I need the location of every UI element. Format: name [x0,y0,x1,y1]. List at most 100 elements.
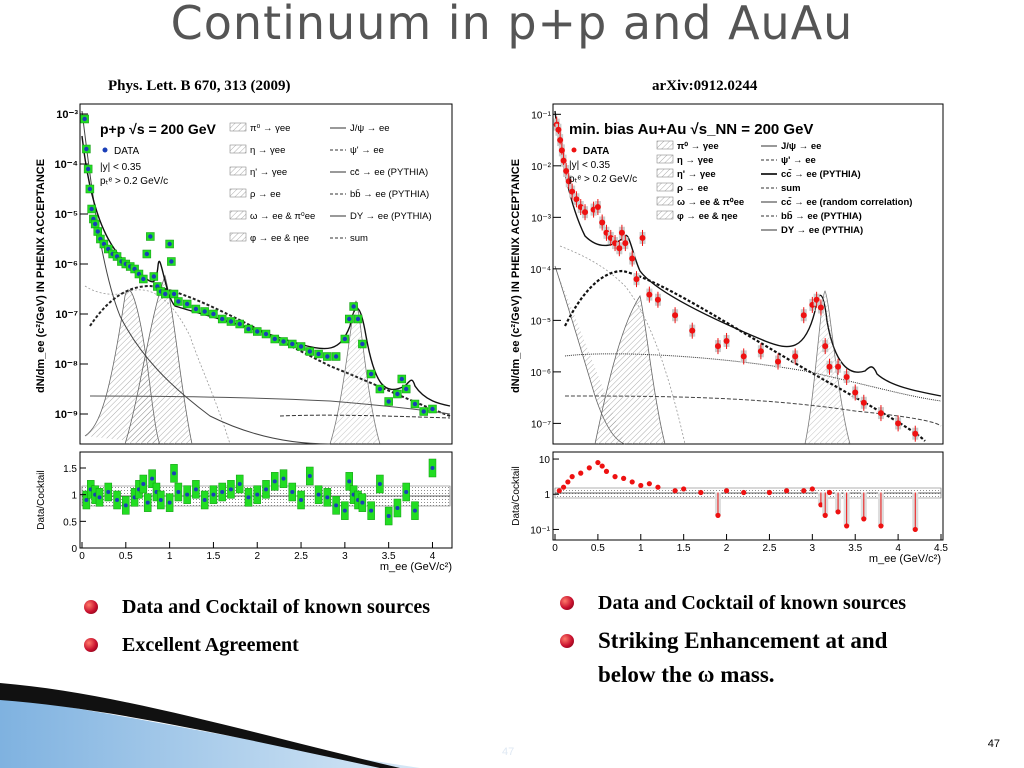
auau-ratio-point [599,463,605,469]
auau-ratio-point [638,482,644,489]
pp-ratio-point [202,498,207,502]
auau-x-tick-label: 1 [638,543,644,554]
pp-x-ticks: 0 0.5 1 1.5 2 2.5 3 3.5 4 [79,542,436,562]
auau-cocktail-curves [554,110,942,445]
auau-data-point [757,348,764,355]
pp-ratio-point [290,490,295,494]
pp-ratio-point [386,514,391,518]
right-bullet-text: Striking Enhancement at and below the ω … [598,628,888,687]
auau-legend-entry: φ → ee & ηee [677,211,738,222]
pp-ratio-point [106,490,111,494]
pp-data-point [144,251,150,257]
pp-legend-entry: DY → ee (PYTHIA) [350,211,432,222]
right-bullet-item: Data and Cocktail of known sources [560,588,940,618]
auau-legend-entry: cc̄ → ee (random correlation) [781,197,912,208]
pp-data-point [386,399,391,404]
pp-data-marker-icon [102,147,108,153]
auau-data-point [569,188,576,195]
auau-x-axis-label: m_ee (GeV/c²) [869,553,941,565]
pp-data-point [430,406,435,412]
pp-x-tick-label: 0.5 [119,551,133,562]
pp-data-point [368,371,374,377]
pp-ratio-point [377,482,382,486]
auau-data-point [775,358,782,365]
auau-legend-entry: π⁰ → γee [677,141,719,152]
pp-legend-entry: sum [350,233,368,244]
auau-data-point [573,196,580,203]
pp-data-point [355,316,361,322]
pp-ratio-point [430,466,435,470]
auau-ratio-point [822,512,828,518]
auau-legend-entry: η' → γee [677,169,716,180]
pp-x-tick-label: 2 [254,551,260,562]
pp-data-point [151,274,157,279]
pp-ratio-point [97,495,102,500]
auau-ratio-point [629,479,635,485]
bullet-icon [560,634,574,648]
pp-ratio-point [228,487,233,492]
pp-ratio-point [264,487,268,492]
auau-ratio-point [578,470,584,476]
pp-data-point [307,349,313,354]
auau-data-point [877,410,884,417]
pp-cut2-label: pₜᵉ > 0.2 GeV/c [100,176,168,187]
auau-data-point [912,430,919,437]
pp-data-point [85,166,91,172]
pp-ratio-point [272,479,277,484]
auau-data-point [895,420,902,427]
auau-ratio-point [784,488,790,494]
pp-data-point [325,354,330,359]
pp-ratio-tick-label: 1 [71,491,77,502]
pp-data-point [342,336,348,342]
left-bullet-text: Excellent Agreement [122,634,299,656]
auau-data-point [654,296,661,303]
auau-data-label: DATA [583,146,609,157]
pp-legend-entry: η → γee [250,145,285,156]
pp-data-point [272,336,277,342]
pp-data-point [228,319,234,324]
pp-ratio-point [141,482,146,486]
auau-ratio-point [569,474,575,480]
pp-data-point [351,304,356,309]
auau-legend-entry: J/ψ → ee [781,141,821,152]
pp-x-tick-label: 1 [167,551,173,562]
auau-ratio-point [835,509,841,515]
pp-y-tick-label: 10⁻⁷ [55,309,78,321]
pp-data-point [347,316,352,322]
auau-x-tick-label: 3.5 [848,543,862,554]
pp-x-tick-label: 0 [79,551,85,562]
pp-data-point [82,116,87,122]
auau-y-tick-label: 10⁻⁶ [530,368,551,379]
auau-y-tick-label: 10⁻⁴ [530,265,551,276]
auau-y-tick-label: 10⁻² [531,162,551,173]
auau-legend-entry: DY → ee (PYTHIA) [781,225,863,236]
pp-y-tick-label: 10⁻⁵ [55,209,78,221]
auau-x-tick-label: 4.5 [934,543,948,554]
pp-data-point [281,339,286,344]
pp-ratio-point [412,508,417,513]
pp-data-point [87,186,93,192]
pp-data-point [333,354,339,359]
pp-legend-entry: cc̄ → ee (PYTHIA) [350,167,428,178]
pp-data-point [421,409,426,414]
auau-x-tick-label: 4 [895,543,901,554]
pp-legend-entry: ρ → ee [250,189,281,200]
pp-data-label: DATA [114,146,140,157]
auau-ratio-point [655,484,661,490]
pp-data-point [167,241,172,247]
pp-ratio-point [167,500,172,505]
auau-data-point [555,126,562,133]
pp-ratio-point [404,490,409,494]
slide-title: Continuum in p+p and AuAu [170,0,854,50]
auau-ratio-tick-label: 1 [544,490,550,501]
pp-ratio-point [334,503,339,508]
auau-legend-entry: cc̄ → ee (PYTHIA) [781,169,861,180]
auau-data-point [860,399,867,406]
auau-x-ticks: 0 0.5 1 1.5 2 2.5 3 3.5 4 4.5 [552,534,948,554]
auau-cut1-label: |y| < 0.35 [569,160,610,171]
pp-y-tick-label: 10⁻⁶ [55,259,78,271]
auau-cut2-label: pₜᵉ > 0.2 GeV/c [569,174,637,185]
page-number: 47 [987,738,1000,750]
pp-y-tick-label: 10⁻⁴ [55,159,78,171]
